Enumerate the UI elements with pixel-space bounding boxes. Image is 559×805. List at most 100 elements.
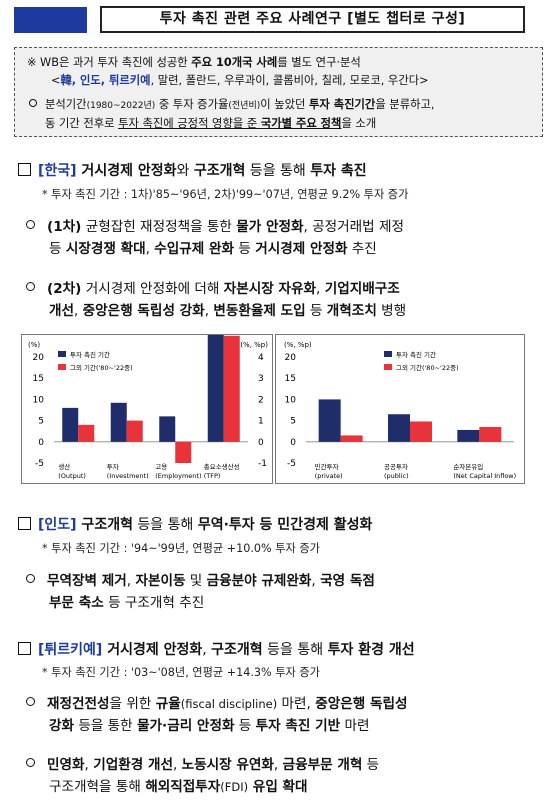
bullet-text: , bbox=[84, 757, 94, 773]
bullet-text: (FDI) bbox=[220, 780, 249, 794]
title-text: 등을 통해 bbox=[245, 163, 311, 179]
title-bold: 구조개혁 bbox=[193, 163, 246, 179]
bullet-bold: 자본시장 자유화 bbox=[223, 281, 317, 297]
note-text: (전년비) bbox=[228, 101, 261, 111]
bullet-bold: 변동환율제 도입 bbox=[213, 303, 306, 319]
bar bbox=[126, 420, 143, 442]
country-name: [한국] bbox=[38, 163, 77, 179]
note-text: < bbox=[51, 74, 61, 87]
note-text: 중 투자 증가율 bbox=[155, 98, 229, 111]
country-name: [튀르키예] bbox=[38, 642, 103, 658]
section-title-india: [인도] 구조개혁 등을 통해 무역·투자 등 민간경제 활성화 bbox=[18, 514, 372, 534]
note-text: , 말련, 폴란드, 우루과이, 콜롬비아, 칠레, 모로코, 우간다> bbox=[150, 74, 429, 87]
y-tick-label-right: 3 bbox=[258, 374, 264, 384]
legend-label: 그외 기간('80~'22중) bbox=[396, 363, 459, 372]
korea-period: * 투자 촉진 기간 : 1차)'85~'96년, 2차)'99~'07년, 연… bbox=[42, 188, 409, 201]
x-tick-label-en: (TFP) bbox=[204, 472, 221, 480]
bar bbox=[410, 421, 432, 442]
bullet-text: , 공정거래법 제정 bbox=[303, 219, 405, 235]
y-tick-label: 10 bbox=[33, 395, 45, 405]
header-blue-block bbox=[14, 7, 87, 33]
y-tick-label: 15 bbox=[33, 374, 44, 384]
note-text: 를 별도 연구·분석 bbox=[277, 56, 361, 69]
legend-swatch bbox=[58, 364, 66, 370]
note-line-2: <韓, 인도, 튀르키예, 말련, 폴란드, 우루과이, 콜롬비아, 칠레, 모… bbox=[51, 72, 429, 88]
bullet-text: 균형잡힌 재정정책을 통한 bbox=[81, 219, 237, 235]
section-title-turkiye: [튀르키예] 거시경제 안정화, 구조개혁 등을 통해 투자 환경 개선 bbox=[18, 639, 415, 659]
turkiye-bullet-1: 재정건전성을 위한 규율(fiscal discipline) 마련, 중앙은행… bbox=[26, 693, 407, 737]
bullet-bold: 금융부문 개혁 bbox=[282, 757, 363, 773]
bar bbox=[207, 187, 224, 442]
bar bbox=[78, 424, 95, 442]
bar bbox=[318, 399, 341, 442]
y-tick-label: 0 bbox=[290, 438, 296, 448]
bullet-bold: 투자 촉진 기반 bbox=[255, 718, 341, 734]
title-text: 등을 통해 bbox=[132, 517, 198, 533]
title-bold: 구조개혁 bbox=[211, 642, 263, 658]
x-tick-label: 총요소생산성 bbox=[204, 462, 240, 471]
bullet-text: 등 구조개혁 추진 bbox=[103, 595, 205, 611]
circle-bullet-icon bbox=[26, 282, 35, 291]
legend-swatch bbox=[58, 351, 66, 357]
x-tick-label-en: (Net Capital Inflow) bbox=[453, 472, 516, 480]
bullet-text: , bbox=[74, 303, 83, 319]
bullet-text: 등 bbox=[234, 241, 256, 257]
legend-swatch bbox=[384, 364, 392, 370]
bullet-text: , bbox=[311, 573, 321, 589]
bullet-bold: 수입규제 완화 bbox=[154, 241, 235, 257]
bar bbox=[223, 335, 240, 442]
title-bold: 거시경제 안정화 bbox=[76, 163, 177, 179]
bullet-text: 병행 bbox=[376, 303, 407, 319]
circle-bullet-icon bbox=[29, 99, 37, 107]
bullet-bold: (2차) bbox=[47, 281, 82, 297]
y-tick-label-right: 2 bbox=[258, 395, 264, 405]
bullet-bold: 강화 bbox=[49, 718, 75, 734]
bullet-bold: 기업환경 개선 bbox=[93, 757, 173, 773]
x-tick-label-en: (public) bbox=[384, 472, 409, 480]
y-tick-label-right: 4 bbox=[258, 353, 264, 363]
korea-bullet-1: (1차) 균형잡힌 재정정책을 통한 물가 안정화, 공정거래법 제정 등 시장… bbox=[26, 216, 404, 260]
bullet-text: (fiscal discipline) bbox=[180, 697, 278, 711]
bullet-text: 마련, bbox=[277, 696, 316, 712]
legend-label: 그외 기간('80~'22중) bbox=[70, 363, 133, 372]
note-text: 을 분류하고, bbox=[375, 98, 435, 111]
y-tick-label-right: 0 bbox=[258, 438, 264, 448]
x-tick-label: 생산 bbox=[58, 462, 70, 471]
axis-unit: (%, %p) bbox=[284, 341, 312, 349]
circle-bullet-icon bbox=[26, 220, 35, 229]
y-tick-label: 10 bbox=[285, 395, 297, 405]
turkiye-bullet-2: 민영화, 기업환경 개선, 노동시장 유연화, 금융부문 개혁 등 구조개혁을 … bbox=[26, 754, 379, 798]
bullet-text: , bbox=[172, 757, 182, 773]
bullet-text: , bbox=[273, 757, 283, 773]
x-tick-label: 순자본유입 bbox=[453, 462, 483, 471]
bullet-text: 을 위한 bbox=[109, 696, 156, 712]
x-tick-label: 투자 bbox=[107, 462, 119, 471]
note-text: (1980~2022년) bbox=[86, 101, 156, 111]
note-line-1: ※ WB은 과거 투자 촉진에 성공한 주요 10개국 사례를 별도 연구·분석 bbox=[27, 54, 361, 70]
chart-right: (%, %p) 20 15 10 5 0 -5 투자 촉진 기간 그외 기간('80~'22중)… bbox=[275, 334, 525, 484]
bullet-bold: 시장경쟁 확대 bbox=[65, 241, 146, 257]
x-tick-label-en: (Output) bbox=[58, 472, 86, 480]
bullet-text: 등 bbox=[305, 303, 327, 319]
bar bbox=[110, 402, 127, 442]
note-bold: 국가별 주요 정책 bbox=[260, 117, 342, 130]
note-line-3: 분석기간(1980~2022년) 중 투자 증가율(전년비)이 높았던 투자 촉… bbox=[29, 96, 434, 112]
note-bold: 투자 촉진기간 bbox=[309, 98, 376, 111]
bar bbox=[479, 426, 502, 442]
bullet-text: 및 bbox=[185, 573, 207, 589]
circle-bullet-icon bbox=[26, 574, 35, 583]
x-tick-label: 고용 bbox=[155, 463, 167, 471]
bullet-text: 등을 통한 bbox=[74, 718, 138, 734]
y-tick-label: -5 bbox=[287, 459, 296, 469]
page-title: 투자 촉진 관련 주요 사례연구 [별도 챕터로 구성] bbox=[100, 6, 525, 33]
bullet-text: , bbox=[126, 573, 136, 589]
bullet-bold: 거시경제 안정화 bbox=[255, 241, 348, 257]
note-bold: 주요 10개국 사례 bbox=[191, 56, 278, 69]
bullet-bold: 기업지배구조 bbox=[324, 281, 400, 297]
x-tick-label-en: (private) bbox=[315, 472, 343, 480]
bar bbox=[457, 429, 480, 442]
note-text: 분석기간 bbox=[45, 98, 87, 111]
note-text: ※ WB은 과거 투자 촉진에 성공한 bbox=[27, 56, 192, 69]
bullet-bold: (1차) bbox=[47, 219, 82, 235]
